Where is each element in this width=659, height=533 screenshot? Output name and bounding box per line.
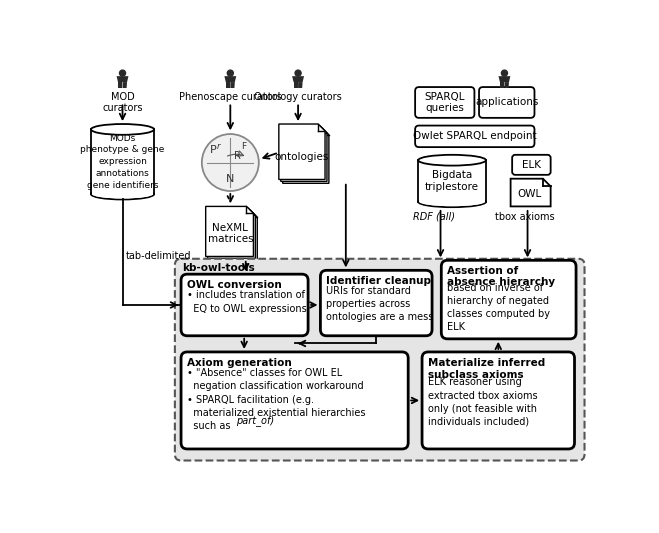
Polygon shape [500,82,504,88]
FancyBboxPatch shape [422,352,575,449]
Circle shape [227,70,233,76]
Circle shape [119,70,126,76]
Text: tab-delimited: tab-delimited [126,252,191,262]
Polygon shape [292,76,304,82]
Text: based on inverse of
hierarchy of negated
classes computed by
ELK: based on inverse of hierarchy of negated… [447,282,550,332]
Text: Assertion of
absence hierarchy: Assertion of absence hierarchy [447,265,555,287]
Ellipse shape [91,189,154,199]
Polygon shape [231,82,235,88]
FancyBboxPatch shape [479,87,534,118]
Bar [92,130,154,194]
FancyBboxPatch shape [175,259,585,461]
Polygon shape [505,82,509,88]
FancyBboxPatch shape [442,260,576,339]
Circle shape [295,70,301,76]
PathPatch shape [283,128,329,183]
Text: r: r [217,142,221,151]
FancyBboxPatch shape [415,126,534,147]
Text: OWL: OWL [518,189,542,199]
PathPatch shape [208,208,255,259]
Text: part_of): part_of) [236,415,274,426]
Text: F: F [241,142,246,151]
Circle shape [501,70,507,76]
Ellipse shape [92,190,153,198]
Text: SPARQL
queries: SPARQL queries [424,92,465,113]
Text: Identifier cleanup: Identifier cleanup [326,276,431,286]
Text: RDF (all): RDF (all) [413,212,455,222]
PathPatch shape [206,206,254,256]
Text: NeXML
matrices: NeXML matrices [208,223,253,244]
Text: ELK reasoner using
extracted tbox axioms
only (not feasible with
individuals inc: ELK reasoner using extracted tbox axioms… [428,377,538,427]
Polygon shape [123,82,127,88]
Text: MOD
curators: MOD curators [102,92,143,114]
FancyBboxPatch shape [181,274,308,336]
Polygon shape [498,76,510,82]
PathPatch shape [210,210,257,260]
FancyBboxPatch shape [181,352,408,449]
FancyBboxPatch shape [512,155,551,175]
Text: Owlet SPARQL endpoint: Owlet SPARQL endpoint [413,131,536,141]
Ellipse shape [418,155,486,166]
Text: R: R [234,151,241,160]
Text: MODs
phenotype & gene
expression
annotations
gene identifiers: MODs phenotype & gene expression annotat… [80,134,165,190]
Polygon shape [117,76,129,82]
PathPatch shape [279,124,325,180]
Text: ELK: ELK [522,160,541,170]
Text: applications: applications [475,98,538,108]
Ellipse shape [91,124,154,135]
Text: • includes translation of
  EQ to OWL expressions: • includes translation of EQ to OWL expr… [187,290,307,313]
Bar [419,160,486,202]
Polygon shape [225,76,237,82]
PathPatch shape [281,126,327,181]
Bar [418,160,486,202]
PathPatch shape [511,179,551,206]
Text: URIs for standard
properties across
ontologies are a mess: URIs for standard properties across onto… [326,286,433,322]
Text: kb-owl-tools: kb-owl-tools [183,263,255,273]
Text: Phenoscape curators: Phenoscape curators [179,92,281,102]
Polygon shape [293,82,298,88]
Ellipse shape [418,196,486,207]
Text: OWL conversion: OWL conversion [187,280,282,290]
FancyBboxPatch shape [320,270,432,336]
Text: ontologies: ontologies [275,152,329,162]
Text: Bigdata
triplestore: Bigdata triplestore [425,170,479,192]
Text: tbox axioms: tbox axioms [495,212,554,222]
Ellipse shape [419,197,485,206]
Circle shape [202,134,259,191]
FancyBboxPatch shape [415,87,474,118]
Text: • "Absence" classes for OWL EL
  negation classification workaround
• SPARQL fac: • "Absence" classes for OWL EL negation … [187,368,366,431]
Text: Axiom generation: Axiom generation [187,358,292,368]
Text: Ontology curators: Ontology curators [254,92,342,102]
Text: N: N [226,174,235,184]
Polygon shape [226,82,230,88]
Polygon shape [298,82,302,88]
Text: Materialize inferred
subclass axioms: Materialize inferred subclass axioms [428,358,546,379]
Text: P: P [210,145,217,155]
Bar [91,130,154,194]
Polygon shape [118,82,123,88]
